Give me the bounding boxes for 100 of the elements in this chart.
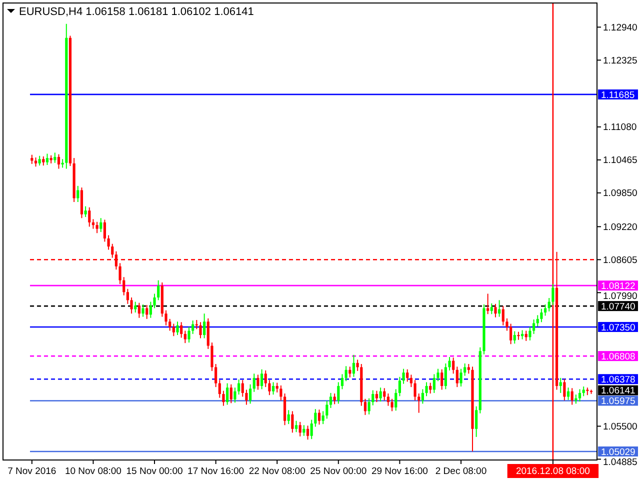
text: 1.06141: [601, 386, 636, 397]
y-tick-label: 1.12325: [603, 55, 638, 66]
candlestick: [230, 384, 232, 404]
candlestick: [436, 368, 440, 382]
candlestick: [582, 386, 585, 397]
candlestick: [432, 374, 436, 394]
candlestick: [264, 370, 267, 388]
candlestick: [57, 154, 60, 170]
candlestick: [510, 323, 512, 345]
ref-line-label: 1.08122: [601, 280, 636, 292]
x-tick-label: 2016.12.08 08:00: [516, 466, 590, 477]
candlestick: [184, 330, 186, 344]
candlestick: [100, 218, 102, 233]
y-tick-label: 1.07990: [603, 290, 638, 302]
candlestick: [153, 293, 156, 309]
candlestick: [180, 322, 183, 338]
candlestick: [429, 382, 432, 394]
candlestick: [329, 392, 332, 408]
candlestick: [146, 304, 148, 320]
x-tick-label: 2 Dec 08:00: [435, 466, 487, 477]
candlestick: [475, 406, 478, 438]
y-tick-label: 1.11080: [603, 122, 637, 134]
candlestick: [168, 318, 172, 332]
candlestick: [42, 156, 45, 166]
candlestick: [318, 409, 321, 426]
candlestick: [344, 366, 348, 382]
candlestick: [188, 326, 190, 344]
candlestick: [291, 410, 294, 434]
candlestick: [398, 376, 401, 397]
x-tick-label: 17 Nov 16:00: [188, 466, 244, 477]
candlestick: [138, 302, 140, 318]
candlestick: [222, 390, 225, 406]
y-tick-label: 1.05500: [603, 422, 638, 433]
candlestick: [107, 234, 110, 250]
candlestick: [310, 419, 313, 440]
ref-line-label: 1.05029: [601, 446, 636, 458]
candlestick: [494, 303, 497, 318]
candlestick: [84, 206, 87, 218]
candlestick: [520, 330, 524, 340]
candlestick: [467, 363, 470, 374]
candlestick: [386, 392, 390, 406]
candlestick: [302, 424, 306, 436]
candlestick: [76, 185, 80, 202]
candlestick: [142, 304, 144, 318]
candlestick: [260, 368, 264, 390]
candlestick: [506, 318, 508, 332]
candlestick: [122, 276, 126, 296]
candlestick: [406, 368, 409, 382]
candlestick: [559, 377, 562, 394]
candlestick: [195, 320, 198, 330]
candlestick: [234, 387, 236, 404]
candlestick: [226, 382, 229, 406]
candlestick: [172, 323, 175, 337]
candlestick: [375, 390, 378, 403]
candlestick: [268, 380, 271, 396]
candlestick: [280, 384, 282, 401]
candlestick: [314, 408, 317, 428]
candlestick: [214, 363, 218, 388]
candlestick: [368, 398, 370, 415]
candlestick: [513, 330, 516, 344]
candlestick: [548, 298, 550, 312]
candlestick: [103, 219, 106, 242]
candlestick: [88, 206, 91, 228]
candlestick: [245, 389, 248, 406]
candlestick: [176, 321, 179, 336]
candlestick: [444, 362, 447, 390]
candlestick: [390, 398, 394, 412]
y-tick-label: 1.08605: [603, 254, 638, 266]
candlestick: [111, 243, 114, 258]
candlestick: [237, 379, 240, 396]
candlestick: [199, 322, 202, 339]
candlestick: [540, 308, 543, 323]
candlestick: [149, 301, 152, 318]
candlestick: [252, 373, 256, 392]
candlestick: [306, 425, 310, 440]
candlestick: [574, 394, 578, 404]
candlestick: [157, 280, 160, 301]
candlestick: [394, 388, 398, 412]
ref-line-label: 1.07740: [601, 301, 636, 312]
candlestick: [456, 366, 458, 388]
ref-line-label: 1.06808: [601, 351, 636, 362]
candlestick: [322, 410, 324, 425]
candlestick: [326, 400, 328, 420]
candlestick: [241, 380, 244, 398]
candlestick: [352, 354, 356, 378]
candlestick: [294, 420, 298, 433]
candlestick: [552, 284, 554, 306]
x-tick-label: 22 Nov 08:00: [248, 466, 306, 477]
candlestick: [256, 374, 260, 390]
candlestick: [524, 330, 528, 342]
candlestick: [414, 380, 416, 401]
x-tick-label: 15 Nov 00:00: [126, 466, 183, 477]
candlestick: [96, 221, 98, 234]
candlestick: [502, 306, 504, 326]
candlestick: [248, 384, 252, 404]
candlestick: [340, 374, 344, 390]
x-tick-label: 25 Nov 00:00: [310, 466, 367, 477]
ref-line-label: 1.05975: [601, 396, 636, 408]
candlestick: [287, 410, 290, 425]
candlestick: [410, 374, 412, 388]
